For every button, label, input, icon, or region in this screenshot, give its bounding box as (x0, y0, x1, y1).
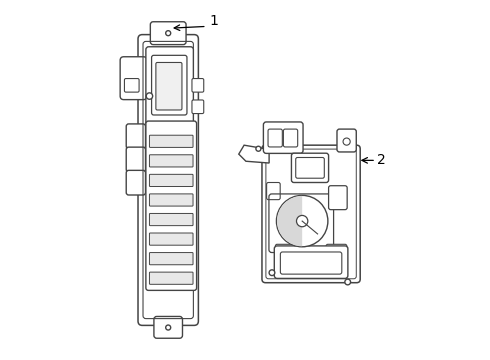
FancyBboxPatch shape (149, 213, 193, 226)
FancyBboxPatch shape (120, 57, 147, 100)
FancyBboxPatch shape (149, 155, 193, 167)
FancyBboxPatch shape (329, 186, 347, 210)
FancyBboxPatch shape (192, 78, 204, 92)
Circle shape (276, 195, 328, 247)
FancyBboxPatch shape (264, 122, 303, 153)
Text: 2: 2 (377, 153, 386, 167)
FancyBboxPatch shape (149, 174, 193, 186)
FancyBboxPatch shape (138, 35, 198, 325)
FancyBboxPatch shape (126, 124, 146, 149)
FancyBboxPatch shape (268, 129, 282, 147)
Polygon shape (239, 145, 269, 163)
FancyBboxPatch shape (126, 170, 146, 195)
FancyBboxPatch shape (149, 233, 193, 245)
FancyBboxPatch shape (285, 247, 293, 258)
FancyBboxPatch shape (326, 244, 347, 261)
FancyBboxPatch shape (146, 47, 194, 126)
Circle shape (343, 138, 350, 145)
FancyBboxPatch shape (337, 129, 356, 152)
FancyBboxPatch shape (275, 244, 296, 261)
FancyBboxPatch shape (149, 272, 193, 284)
FancyBboxPatch shape (149, 194, 193, 206)
FancyBboxPatch shape (154, 316, 182, 338)
Circle shape (146, 93, 153, 99)
FancyBboxPatch shape (280, 252, 342, 274)
Circle shape (269, 270, 275, 275)
Circle shape (166, 325, 171, 330)
Circle shape (256, 146, 261, 151)
FancyBboxPatch shape (279, 247, 286, 258)
FancyBboxPatch shape (296, 157, 324, 178)
FancyBboxPatch shape (146, 121, 196, 291)
FancyBboxPatch shape (149, 253, 193, 265)
FancyBboxPatch shape (329, 247, 337, 258)
FancyBboxPatch shape (126, 147, 146, 172)
FancyBboxPatch shape (283, 129, 298, 147)
FancyBboxPatch shape (156, 63, 182, 110)
FancyBboxPatch shape (124, 78, 139, 92)
FancyBboxPatch shape (150, 22, 186, 45)
FancyBboxPatch shape (292, 153, 329, 183)
FancyBboxPatch shape (151, 55, 187, 115)
Wedge shape (277, 196, 302, 246)
FancyBboxPatch shape (149, 135, 193, 147)
Circle shape (166, 31, 171, 36)
FancyBboxPatch shape (267, 183, 280, 200)
Text: 1: 1 (209, 14, 218, 28)
FancyBboxPatch shape (262, 145, 360, 283)
FancyBboxPatch shape (336, 247, 343, 258)
Circle shape (345, 279, 350, 285)
FancyBboxPatch shape (192, 100, 204, 113)
FancyBboxPatch shape (274, 246, 348, 278)
Circle shape (296, 215, 308, 227)
